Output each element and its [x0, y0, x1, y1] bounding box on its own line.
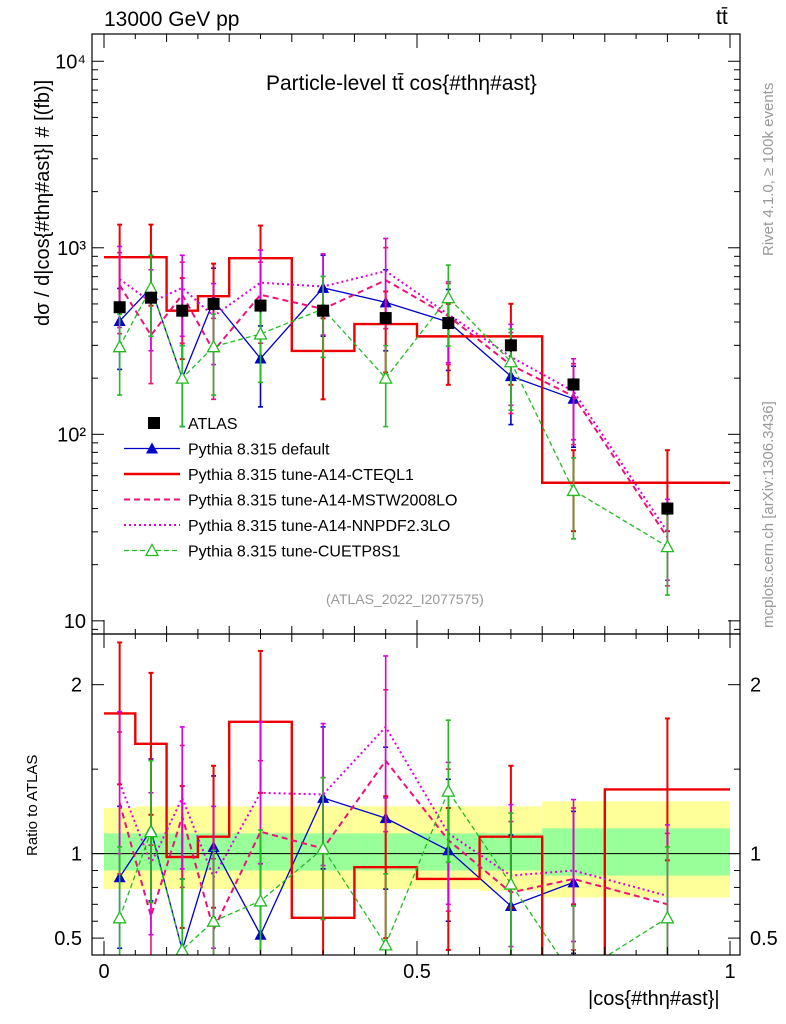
open-triangle-marker [112, 910, 127, 924]
legend-label-default: Pythia 8.315 default [188, 442, 330, 459]
x-tick-label: 0.5 [403, 961, 431, 983]
legend-label-nnpdf: Pythia 8.315 tune-A14-NNPDF2.3LO [188, 518, 450, 535]
x-axis-label: |cos{#thη#ast}| [588, 988, 720, 1010]
legend-label-mstw: Pythia 8.315 tune-A14-MSTW2008LO [188, 493, 457, 510]
nnpdf-line [118, 725, 668, 897]
square-marker [144, 291, 157, 304]
triangle-marker [146, 442, 158, 454]
y-tick-label: 10⁴ [55, 51, 86, 73]
open-triangle-marker [378, 370, 393, 384]
cteql1-histogram [104, 256, 730, 484]
ratio-y-tick-label-right: 1 [750, 844, 761, 866]
open-triangle-marker [112, 339, 127, 353]
open-triangle-marker [253, 893, 268, 907]
main-y-axis-label: dσ / d|cos{#thη#ast}| # [(fb)] [32, 79, 54, 326]
open-triangle-marker [441, 783, 456, 797]
square-marker [207, 297, 220, 310]
legend-label-atlas: ATLAS [188, 416, 238, 433]
open-triangle-marker [660, 539, 675, 553]
process-label: tt̄ [716, 6, 728, 29]
square-marker [504, 339, 517, 352]
square-marker [567, 378, 580, 391]
ratio-y-tick-label-right: 2 [750, 675, 761, 697]
open-triangle-marker [144, 543, 160, 557]
open-triangle-marker [175, 370, 190, 384]
square-marker [442, 317, 455, 330]
open-triangle-marker [503, 876, 518, 890]
open-triangle-marker [566, 483, 581, 497]
x-tick-label: 1 [724, 961, 735, 983]
square-marker [113, 301, 126, 314]
axes: 10 10² 10³ 10⁴ 0.5 0.5 1 1 2 2 0 0.5 1 [54, 33, 778, 983]
open-triangle-marker [316, 841, 331, 855]
square-marker [661, 502, 674, 515]
open-triangle-marker [206, 913, 221, 927]
legend: ATLAS Pythia 8.315 default Pythia 8.315 tu… [124, 416, 457, 561]
ratio-y-tick-label: 0.5 [54, 928, 82, 950]
y-tick-label: 10 [64, 611, 86, 633]
cuetp8s1-line [119, 789, 668, 955]
ratio-y-axis-label: Ratio to ATLAS [24, 754, 41, 856]
rivet-version-label: Rivet 4.1.0, ≥ 100k events [760, 82, 777, 256]
open-triangle-marker [503, 354, 518, 368]
y-tick-label: 10³ [57, 238, 86, 260]
open-triangle-marker [441, 290, 456, 304]
mcplots-label: mcplots.cern.ch [arXiv:1306.3436] [760, 401, 777, 628]
square-marker [317, 304, 330, 317]
energy-label: 13000 GeV pp [104, 8, 240, 31]
x-tick-label: 0 [98, 961, 109, 983]
open-triangle-marker [253, 326, 268, 340]
open-triangle-marker [206, 339, 221, 353]
square-marker [379, 312, 392, 325]
open-triangle-marker [143, 280, 159, 294]
ratio-y-tick-label-right: 0.5 [750, 928, 778, 950]
plot-title: Particle-level tt̄ cos{#thη#ast} [266, 72, 537, 95]
legend-label-cuetp8s1: Pythia 8.315 tune-CUETP8S1 [188, 544, 401, 561]
ratio-uncertainty-band [92, 801, 740, 898]
square-marker [176, 304, 189, 317]
ratio-y-tick-label: 2 [71, 675, 82, 697]
legend-label-cteql1: Pythia 8.315 tune-A14-CTEQL1 [188, 467, 414, 484]
open-triangle-marker [378, 937, 393, 951]
square-marker [254, 299, 267, 312]
open-triangle-marker [143, 824, 159, 838]
ratio-frame [91, 633, 741, 956]
main-panel-series [104, 223, 730, 596]
y-tick-label: 10² [57, 424, 86, 446]
open-triangle-marker [568, 971, 580, 982]
ratio-y-tick-label: 1 [71, 844, 82, 866]
square-marker [148, 417, 160, 429]
analysis-id: (ATLAS_2022_I2077575) [326, 591, 484, 607]
open-triangle-marker [660, 910, 675, 924]
